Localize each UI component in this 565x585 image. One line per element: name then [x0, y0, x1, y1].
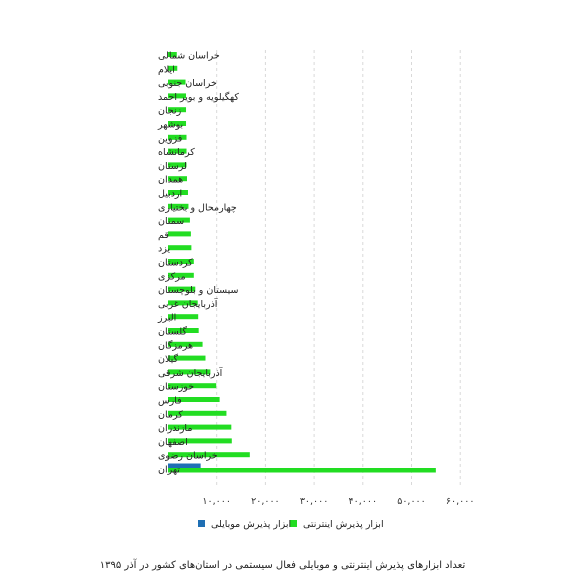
- category-label-23: آذربایجان شرقی: [158, 366, 223, 379]
- category-label-25: فارس: [158, 396, 182, 407]
- category-label-3: کهگیلویه و بویر احمد: [158, 91, 239, 103]
- bar-internet-13: [168, 231, 191, 237]
- gridlines: [216, 50, 461, 487]
- bar-internet-18: [168, 300, 198, 306]
- category-label-30: تهران: [158, 465, 180, 476]
- category-label-19: البرز: [157, 313, 176, 324]
- bar-internet-19: [168, 314, 199, 320]
- category-labels: خراسان شمالی ایلام خراسان جنوبی کهگیلویه و …: [157, 51, 239, 476]
- category-label-8: لرستان: [158, 161, 187, 172]
- category-label-29: خراسان رضوی: [158, 451, 218, 462]
- category-label-27: مازندران: [158, 423, 192, 434]
- bar-internet-4: [168, 107, 187, 113]
- category-label-24: خوزستان: [158, 382, 194, 393]
- bar-mobile-30: [168, 463, 201, 468]
- x-tick-label-5: ۶۰,۰۰۰: [446, 496, 475, 507]
- legend-label-mobile: ابزار پذیرش موبایلی: [211, 519, 291, 530]
- bar-internet-5: [168, 121, 187, 126]
- x-tick-label-2: ۳۰,۰۰۰: [300, 496, 329, 507]
- category-label-4: زنجان: [158, 106, 182, 117]
- bar-internet-14: [168, 245, 192, 251]
- bar-internet-11: [168, 203, 189, 209]
- category-label-15: کردستان: [158, 258, 193, 269]
- bar-internet-20: [168, 328, 199, 333]
- bar-internet-30: [168, 468, 436, 473]
- category-label-5: بوشهر: [157, 120, 183, 131]
- bar-internet-25: [168, 397, 220, 402]
- category-label-14: یزد: [158, 244, 170, 255]
- bar-internet-29: [168, 452, 250, 458]
- bar-internet-12: [168, 217, 190, 223]
- bar-internet-27: [168, 424, 232, 430]
- bars-group: [168, 52, 436, 473]
- category-label-18: آذربایجان غربی: [158, 297, 218, 310]
- bar-internet-8: [168, 162, 187, 168]
- category-label-21: هرمزگان: [158, 339, 193, 351]
- x-tick-label-3: ۴۰,۰۰۰: [349, 496, 378, 507]
- bar-internet-9: [168, 176, 187, 182]
- category-label-11: چهارمحال و بختیاری: [158, 202, 237, 213]
- bar-internet-22: [168, 355, 206, 361]
- bar-internet-0: [168, 52, 177, 57]
- category-label-2: خراسان جنوبی: [158, 78, 217, 89]
- category-label-28: اصفهان: [158, 437, 188, 448]
- category-label-16: مرکزی: [158, 271, 186, 282]
- legend-swatch-internet: [290, 520, 297, 527]
- legend-label-internet: ابزار پذیرش اینترنتی: [303, 519, 384, 530]
- category-label-7: کرمانشاه: [158, 147, 195, 158]
- bar-internet-2: [168, 79, 186, 85]
- category-label-9: همدان: [158, 175, 183, 186]
- bar-internet-23: [168, 369, 211, 375]
- bar-internet-15: [168, 259, 194, 264]
- bar-internet-24: [168, 383, 217, 389]
- bar-internet-3: [168, 93, 187, 99]
- category-label-12: سمنان: [158, 216, 184, 227]
- x-tick-label-0: ۱۰,۰۰۰: [202, 496, 231, 507]
- legend: ابزار پذیرش اینترنتی ابزار پذیرش موبایلی: [198, 519, 384, 530]
- category-label-6: قزوین: [158, 133, 182, 144]
- legend-swatch-mobile: [198, 520, 205, 527]
- chart-caption: تعداد ابزارهای پذیرش اینترنتی و موبایلی …: [99, 560, 466, 571]
- bar-internet-7: [168, 148, 187, 154]
- category-label-17: سیستان و بلوچستان: [158, 285, 238, 296]
- bar-internet-26: [168, 410, 227, 416]
- x-tick-label-1: ۲۰,۰۰۰: [251, 496, 280, 507]
- category-label-1: ایلام: [158, 64, 175, 75]
- category-label-10: اردبیل: [158, 189, 182, 200]
- x-tick-labels: ۱۰,۰۰۰ ۲۰,۰۰۰ ۳۰,۰۰۰ ۴۰,۰۰۰ ۵۰,۰۰۰ ۶۰,۰۰۰: [202, 496, 474, 507]
- category-label-20: گلستان: [158, 326, 187, 338]
- bar-internet-21: [168, 341, 203, 347]
- category-label-22: گیلان: [158, 353, 179, 365]
- bar-internet-28: [168, 438, 232, 444]
- bar-internet-1: [168, 65, 178, 71]
- bar-internet-10: [168, 190, 188, 195]
- category-label-26: کرمان: [158, 409, 183, 420]
- x-tick-label-4: ۵۰,۰۰۰: [397, 496, 426, 507]
- category-label-0: خراسان شمالی: [158, 51, 220, 62]
- bar-internet-16: [168, 272, 194, 278]
- category-label-13: قم: [158, 230, 169, 241]
- bar-internet-17: [168, 286, 196, 292]
- bar-internet-6: [168, 134, 187, 140]
